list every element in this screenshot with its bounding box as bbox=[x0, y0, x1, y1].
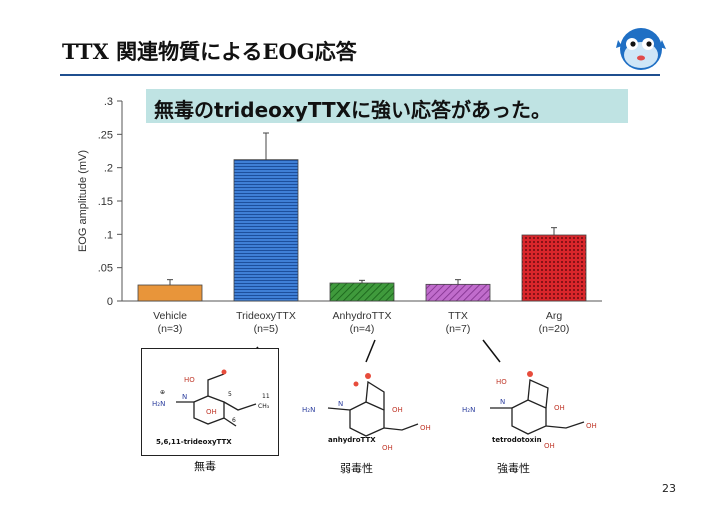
tetrodotoxin-structure: HO H₂N N OH OH OH tetrodotoxin bbox=[462, 371, 597, 450]
svg-text:OH: OH bbox=[382, 444, 393, 452]
x-tick-label: TTX bbox=[448, 310, 468, 322]
y-tick-label: .2 bbox=[104, 163, 113, 175]
y-tick-label: .15 bbox=[98, 196, 113, 208]
svg-text:OH: OH bbox=[554, 404, 565, 412]
svg-text:OH: OH bbox=[206, 408, 217, 416]
x-tick-sample-size: (n=3) bbox=[158, 323, 183, 335]
y-tick-label: 0 bbox=[107, 296, 113, 308]
toxicity-label-trideoxyttx: 無毒 bbox=[194, 460, 216, 473]
svg-text:CH₃: CH₃ bbox=[258, 403, 270, 410]
svg-text:5: 5 bbox=[228, 391, 232, 398]
svg-text:OH: OH bbox=[392, 406, 403, 414]
y-tick-label: .05 bbox=[98, 263, 113, 275]
svg-text:OH: OH bbox=[420, 424, 431, 432]
svg-text:11: 11 bbox=[262, 393, 270, 400]
anhydrottx-structure: H₂N N OH OH OH anhydroTTX bbox=[302, 373, 431, 452]
y-tick-label: .1 bbox=[104, 229, 113, 241]
callout-line-anhydrottx bbox=[365, 339, 376, 363]
structure-name-tetrodotoxin: tetrodotoxin bbox=[492, 436, 542, 444]
result-banner: 無毒のtrideoxyTTXに強い応答があった。 bbox=[146, 89, 628, 123]
x-tick-sample-size: (n=20) bbox=[539, 323, 570, 335]
y-axis-label: EOG amplitude (mV) bbox=[77, 150, 89, 252]
svg-text:HO: HO bbox=[184, 376, 195, 384]
svg-text:H₂N: H₂N bbox=[152, 400, 165, 408]
x-tick-label: TrideoxyTTX bbox=[236, 310, 296, 322]
pufferfish-mascot-icon bbox=[616, 28, 666, 70]
svg-text:N: N bbox=[338, 400, 343, 408]
bar-trideoxyttx bbox=[233, 159, 299, 302]
x-tick-sample-size: (n=4) bbox=[350, 323, 375, 335]
structure-name-trideoxyttx: 5,6,11-trideoxyTTX bbox=[156, 438, 232, 446]
trideoxyttx-structure: HO H₂N ⊕ N OH CH₃ 11 5 6 5,6,11-trideoxy… bbox=[152, 369, 270, 446]
svg-text:HO: HO bbox=[496, 378, 507, 386]
x-tick-sample-size: (n=7) bbox=[446, 323, 471, 335]
y-tick-label: .25 bbox=[98, 129, 113, 141]
svg-text:OH: OH bbox=[586, 422, 597, 430]
x-tick-label: AnhydroTTX bbox=[333, 310, 392, 322]
svg-text:H₂N: H₂N bbox=[462, 406, 475, 414]
bar-arg bbox=[521, 234, 587, 302]
title-divider bbox=[60, 74, 660, 76]
toxicity-label-tetrodotoxin: 強毒性 bbox=[497, 462, 530, 475]
svg-text:OH: OH bbox=[544, 442, 555, 450]
bar-ttx bbox=[425, 283, 491, 302]
bar-anhydrottx bbox=[329, 282, 395, 302]
x-tick-label: Arg bbox=[546, 310, 563, 322]
bar-vehicle bbox=[137, 284, 203, 302]
svg-text:6: 6 bbox=[232, 417, 236, 424]
toxicity-label-anhydrottx: 弱毒性 bbox=[340, 462, 373, 475]
y-tick-label: .3 bbox=[104, 96, 113, 108]
svg-text:N: N bbox=[500, 398, 505, 406]
callout-line-tetrodotoxin bbox=[482, 339, 501, 363]
trideoxyttx-highlight-box bbox=[141, 348, 279, 456]
structure-name-anhydrottx: anhydroTTX bbox=[328, 436, 376, 444]
svg-text:N: N bbox=[182, 393, 187, 401]
x-tick-sample-size: (n=5) bbox=[254, 323, 279, 335]
svg-text:⊕: ⊕ bbox=[160, 389, 165, 396]
svg-text:H₂N: H₂N bbox=[302, 406, 315, 414]
x-tick-label: Vehicle bbox=[153, 310, 187, 322]
page-number: 23 bbox=[662, 482, 676, 495]
slide-title: TTX 関連物質によるEOG応答 bbox=[62, 39, 357, 64]
